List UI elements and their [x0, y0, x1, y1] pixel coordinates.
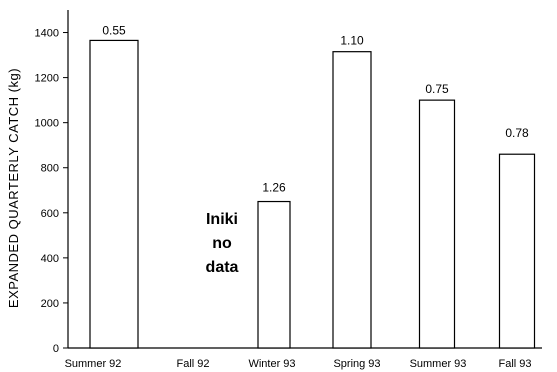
annotation-fall-92-line: no — [212, 235, 232, 252]
annotations: Iniki no data — [206, 211, 239, 276]
y-tick-label: 400 — [41, 253, 59, 265]
y-axis-ticks: 0 200 400 600 800 1000 1200 1400 — [35, 28, 68, 355]
data-label-summer-92: 0.55 — [102, 23, 126, 37]
bars — [89, 39, 536, 349]
y-tick-label: 1200 — [35, 73, 59, 85]
bar-summer-93 — [418, 99, 456, 349]
x-tick-label-spring-93: Spring 93 — [333, 358, 380, 370]
annotation-fall-92-line: data — [206, 259, 239, 276]
data-label-fall-93: 0.78 — [505, 126, 529, 140]
data-label-winter-93: 1.26 — [262, 181, 286, 195]
annotation-fall-92-line: Iniki — [206, 211, 238, 228]
data-label-summer-93: 0.75 — [425, 82, 449, 96]
data-label-spring-93: 1.10 — [340, 34, 364, 48]
y-tick-label: 600 — [41, 208, 59, 220]
bar-winter-93 — [257, 200, 291, 349]
y-tick-label: 800 — [41, 163, 59, 175]
x-tick-label-summer-93: Summer 93 — [410, 358, 467, 370]
x-tick-label-fall-92: Fall 92 — [176, 358, 209, 370]
data-labels: 0.55 1.26 1.10 0.75 0.78 — [102, 23, 529, 194]
y-tick-label: 1400 — [35, 28, 59, 40]
x-tick-label-fall-93: Fall 93 — [498, 358, 531, 370]
x-tick-label-winter-93: Winter 93 — [248, 358, 295, 370]
bar-spring-93 — [332, 51, 372, 349]
y-axis-label: EXPANDED QUARTERLY CATCH (kg) — [6, 68, 21, 308]
bar-summer-92 — [89, 39, 139, 349]
y-tick-label: 200 — [41, 298, 59, 310]
x-tick-label-summer-92: Summer 92 — [65, 358, 122, 370]
y-tick-label: 1000 — [35, 118, 59, 130]
x-axis-tick-labels: Summer 92 Fall 92 Winter 93 Spring 93 Summer… — [65, 358, 532, 370]
y-tick-label: 0 — [53, 343, 59, 355]
bar-fall-93 — [498, 153, 536, 349]
